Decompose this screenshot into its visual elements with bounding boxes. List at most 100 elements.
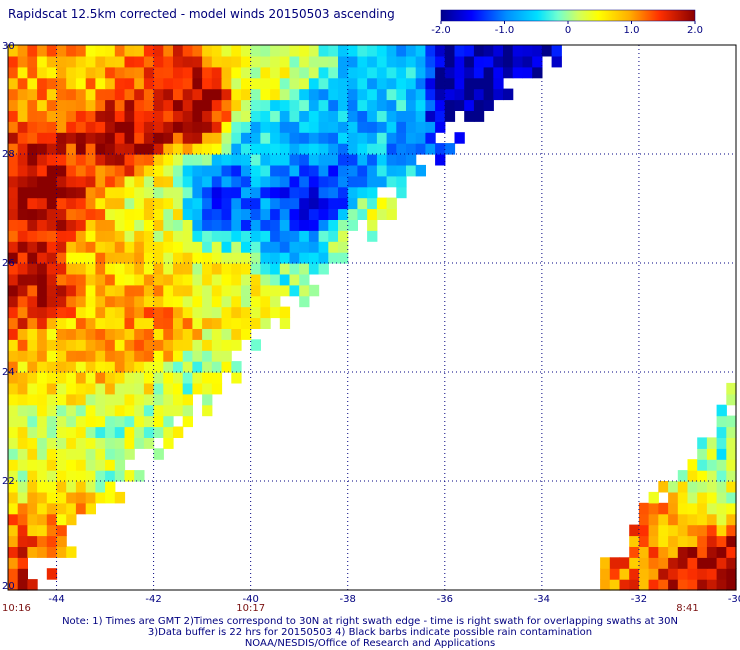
heatmap-cell <box>37 263 48 275</box>
heatmap-cell <box>27 55 38 68</box>
heatmap-cell <box>95 197 106 210</box>
heatmap-cell <box>56 164 67 177</box>
heatmap-cell <box>27 459 38 471</box>
heatmap-cell <box>706 470 718 482</box>
heatmap-cell <box>105 143 116 155</box>
heatmap-cell <box>114 317 126 329</box>
heatmap-cell <box>85 491 96 504</box>
heatmap-cell <box>386 99 397 111</box>
heatmap-cell <box>241 186 252 199</box>
heatmap-cell <box>260 164 271 177</box>
heatmap-cell <box>75 66 87 79</box>
heatmap-cell <box>619 557 630 569</box>
heatmap-cell <box>8 579 19 591</box>
heatmap-cell <box>677 524 689 537</box>
heatmap-cell <box>173 121 184 133</box>
heatmap-cell <box>134 132 145 144</box>
heatmap-cell <box>37 546 48 558</box>
heatmap-cell <box>27 154 38 166</box>
heatmap-cell <box>716 502 727 515</box>
heatmap-cell <box>202 295 213 308</box>
heatmap-cell <box>182 121 193 133</box>
heatmap-cell <box>114 143 126 155</box>
heatmap-cell <box>241 175 252 188</box>
heatmap-cell <box>677 557 689 569</box>
heatmap-cell <box>182 415 193 428</box>
heatmap-cell <box>27 88 38 101</box>
heatmap-cell <box>308 284 320 297</box>
heatmap-cell <box>85 241 96 253</box>
heatmap-cell <box>231 263 242 275</box>
heatmap-cell <box>367 45 378 57</box>
heatmap-cell <box>250 263 261 275</box>
heatmap-cell <box>211 263 223 275</box>
heatmap-cell <box>638 502 650 515</box>
heatmap-cell <box>357 55 368 68</box>
heatmap-cell <box>173 263 184 275</box>
heatmap-cell <box>75 317 87 329</box>
heatmap-cell <box>143 372 155 384</box>
heatmap-cell <box>134 77 145 90</box>
heatmap-cell <box>706 491 718 504</box>
heatmap-cell <box>697 535 708 547</box>
heatmap-cell <box>17 121 28 133</box>
heatmap-cell <box>396 45 407 57</box>
heatmap-cell <box>173 404 184 417</box>
heatmap-cell <box>503 66 514 79</box>
heatmap-cell <box>308 197 320 210</box>
heatmap-cell <box>163 45 174 57</box>
heatmap-cell <box>192 154 203 166</box>
heatmap-cell <box>726 470 737 482</box>
heatmap-cell <box>697 568 708 580</box>
heatmap-cell <box>95 415 106 428</box>
heatmap-cell <box>638 579 650 591</box>
heatmap-cell <box>56 513 67 526</box>
heatmap-cell <box>163 77 174 90</box>
heatmap-cell <box>202 241 213 253</box>
heatmap-cell <box>75 502 87 515</box>
heatmap-cell <box>241 230 252 242</box>
heatmap-cell <box>105 481 116 493</box>
heatmap-cell <box>46 306 58 319</box>
heatmap-cell <box>17 230 28 242</box>
heatmap-cell <box>270 45 281 57</box>
heatmap-cell <box>231 284 242 297</box>
heatmap-cell <box>66 339 77 351</box>
heatmap-cell <box>163 382 174 395</box>
heatmap-cell <box>299 263 310 275</box>
heatmap-cell <box>8 99 19 111</box>
heatmap-cell <box>95 77 106 90</box>
heatmap-cell <box>105 415 116 428</box>
heatmap-cell <box>376 55 388 68</box>
heatmap-cell <box>289 175 300 188</box>
heatmap-cell <box>318 230 329 242</box>
heatmap-cell <box>328 99 339 111</box>
heatmap-cell <box>250 143 261 155</box>
heatmap-cell <box>46 491 58 504</box>
heatmap-cell <box>153 415 164 428</box>
heatmap-cell <box>27 317 38 329</box>
heatmap-cell <box>221 208 232 220</box>
heatmap-cell <box>66 513 77 526</box>
heatmap-cell <box>435 55 446 68</box>
heatmap-cell <box>464 88 475 101</box>
heatmap-cell <box>299 219 310 231</box>
heatmap-cell <box>27 121 38 133</box>
heatmap-cell <box>153 241 164 253</box>
heatmap-cell <box>143 99 155 111</box>
heatmap-cell <box>299 143 310 155</box>
heatmap-cell <box>105 197 116 210</box>
heatmap-cell <box>105 273 116 286</box>
heatmap-cell <box>464 110 475 122</box>
heatmap-cell <box>231 317 242 329</box>
heatmap-cell <box>202 339 213 351</box>
heatmap-cell <box>182 263 193 275</box>
heatmap-cell <box>270 186 281 199</box>
heatmap-cell <box>85 175 96 188</box>
heatmap-cell <box>143 66 155 79</box>
heatmap-cells <box>8 45 737 591</box>
heatmap-cell <box>231 306 242 319</box>
heatmap-cell <box>85 328 96 340</box>
heatmap-cell <box>338 88 349 101</box>
heatmap-cell <box>182 99 193 111</box>
